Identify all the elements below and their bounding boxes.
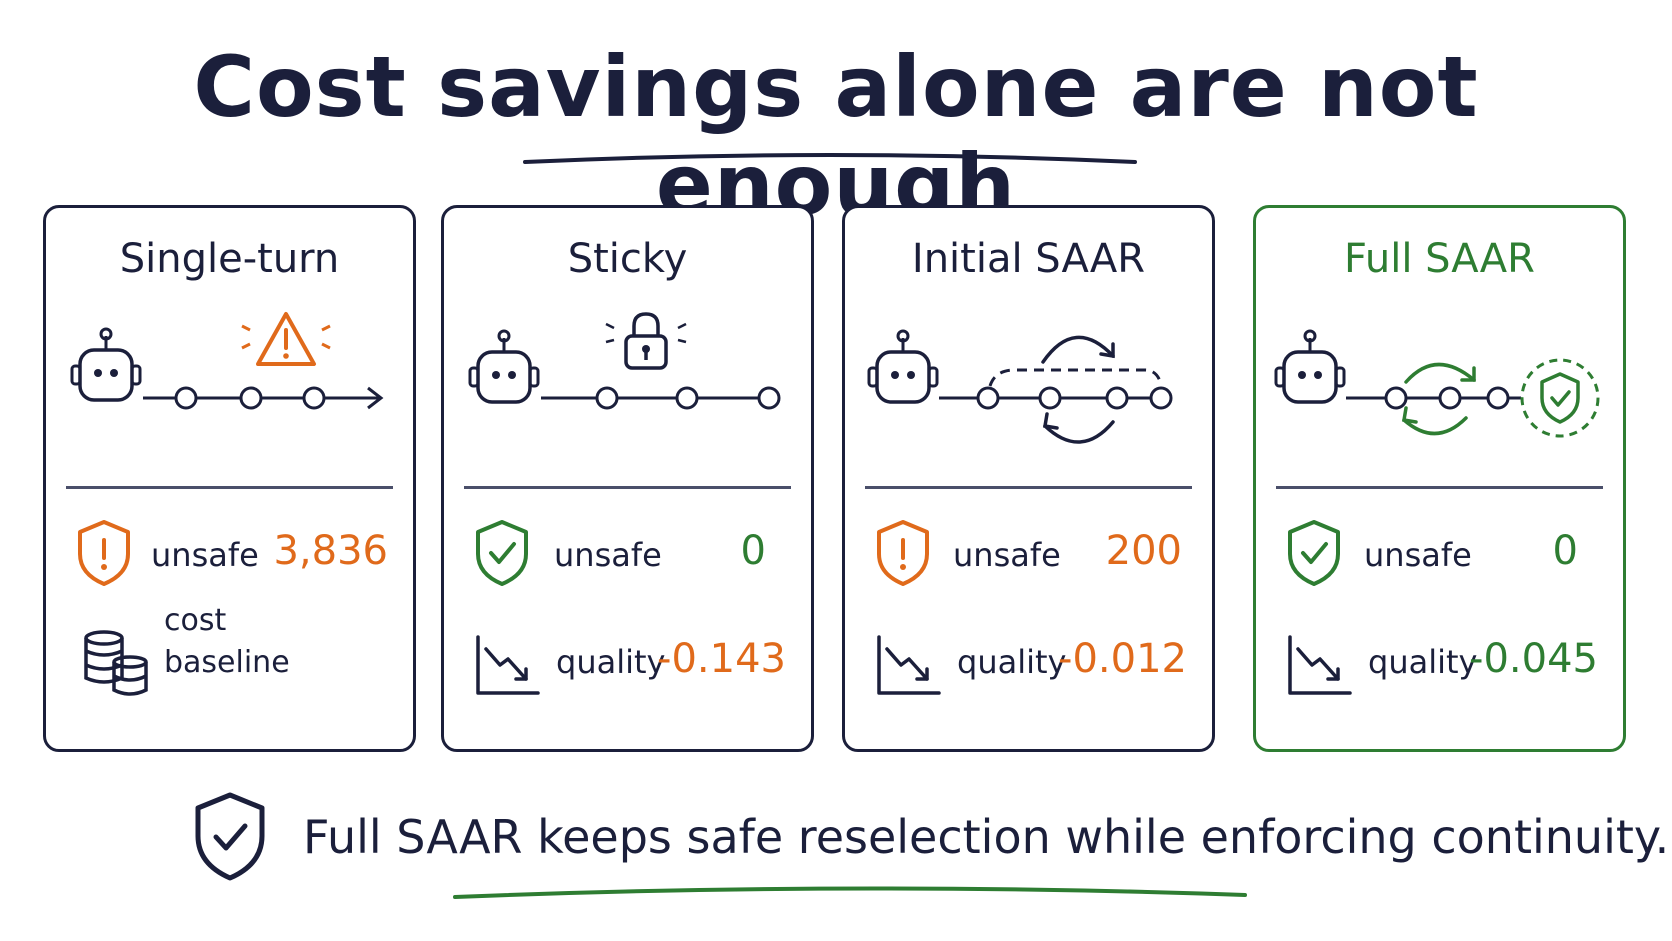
- card-sticky: Sticky unsafe 0: [441, 205, 814, 752]
- shield-check-icon: [1288, 520, 1340, 586]
- divider: [1276, 486, 1603, 489]
- metric-unsafe-value: 200: [1105, 528, 1182, 574]
- cost-line-1: cost: [164, 603, 227, 638]
- metric-unsafe-label: unsafe: [1364, 536, 1472, 574]
- lock-icon: [605, 312, 687, 370]
- divider: [464, 486, 791, 489]
- metric-quality-value: -0.143: [657, 636, 786, 682]
- card-title: Full SAAR: [1344, 236, 1535, 282]
- metric-quality-label: quality: [1368, 643, 1478, 681]
- metric-quality-value: -0.045: [1469, 636, 1598, 682]
- divider: [66, 486, 393, 489]
- metric-unsafe-label: unsafe: [554, 536, 662, 574]
- metric-unsafe-value: 3,836: [273, 528, 388, 574]
- shield-check-icon: [476, 520, 528, 586]
- card-title: Sticky: [567, 236, 688, 282]
- metric-unsafe-value: 0: [1552, 528, 1578, 574]
- loop-arrow-icon: [1041, 335, 1115, 444]
- chain-line: [143, 386, 384, 410]
- robot-icon: [70, 327, 142, 402]
- robot-icon: [1274, 329, 1346, 404]
- trend-down-icon: [476, 635, 540, 695]
- cost-line-2: baseline: [164, 645, 290, 680]
- pipeline-diagram: [867, 329, 1173, 444]
- chain-line: [1346, 386, 1521, 410]
- shield-alert-icon: [877, 520, 929, 586]
- robot-icon: [468, 329, 540, 404]
- card-title: Single-turn: [119, 236, 340, 282]
- card-title: Initial SAAR: [911, 236, 1146, 282]
- chain-line: [541, 386, 781, 410]
- chain-line: [939, 368, 1173, 410]
- loop-arrow-icon: [1401, 362, 1476, 436]
- card-single-turn: Single-turn: [43, 205, 416, 752]
- metric-quality-label: quality: [556, 643, 666, 681]
- pipeline-diagram: [468, 312, 781, 410]
- card-initial-saar: Initial SAAR unsafe: [842, 205, 1215, 752]
- trend-down-icon: [1288, 635, 1352, 695]
- title-underline: [523, 153, 1137, 164]
- robot-icon: [867, 329, 939, 404]
- warning-icon: [241, 312, 331, 366]
- pipeline-diagram: [70, 312, 384, 410]
- pipeline-diagram: [1274, 329, 1600, 438]
- metric-unsafe-label: unsafe: [151, 536, 259, 574]
- coin-stack-icon: [84, 630, 148, 696]
- metric-quality-value: -0.012: [1058, 636, 1187, 682]
- metric-quality-label: quality: [957, 643, 1067, 681]
- shield-check-icon: [1520, 358, 1600, 438]
- shield-check-icon: [195, 792, 265, 881]
- metric-unsafe-label: unsafe: [953, 536, 1061, 574]
- footer-underline: [453, 886, 1247, 899]
- trend-down-icon: [877, 635, 941, 695]
- page-title: Cost savings alone are not enough: [193, 38, 1479, 234]
- card-full-saar: Full SAAR unsa: [1253, 205, 1626, 752]
- metric-unsafe-value: 0: [740, 528, 766, 574]
- footer-caption: Full SAAR keeps safe reselection while e…: [303, 810, 1670, 864]
- shield-alert-icon: [78, 520, 130, 586]
- divider: [865, 486, 1192, 489]
